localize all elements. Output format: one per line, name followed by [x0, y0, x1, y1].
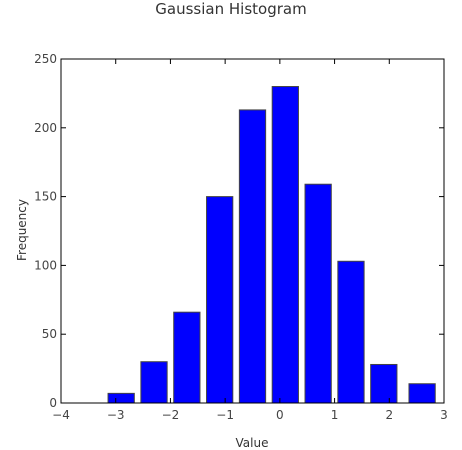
y-tick-label: 150	[34, 190, 57, 204]
histogram-bar	[107, 392, 135, 404]
y-tick-label: 50	[42, 327, 57, 341]
histogram-bar	[304, 183, 332, 404]
histogram-bar	[337, 260, 365, 404]
x-tick-label: −4	[52, 408, 70, 422]
y-tick-label: 100	[34, 258, 57, 272]
x-tick-label: 2	[385, 408, 393, 422]
histogram-bar	[140, 361, 168, 404]
chart-title: Gaussian Histogram	[155, 0, 307, 18]
histogram-bar	[370, 363, 398, 404]
plot-frame	[60, 58, 445, 404]
x-tick-label: −2	[162, 408, 180, 422]
histogram-bar	[408, 383, 436, 404]
y-tick-label: 250	[34, 52, 57, 66]
histogram-bar	[206, 196, 234, 404]
y-tick-label: 200	[34, 121, 57, 135]
histogram-bar	[271, 86, 299, 404]
x-tick-label: −1	[216, 408, 234, 422]
x-axis-label: Value	[235, 436, 269, 450]
y-axis-label: Frequency	[15, 199, 29, 261]
x-tick-label: 3	[440, 408, 448, 422]
histogram-bar	[238, 109, 267, 404]
x-tick-label: 0	[276, 408, 284, 422]
x-tick-label: −3	[107, 408, 125, 422]
histogram-bar	[173, 311, 201, 404]
y-tick-label: 0	[49, 396, 57, 410]
x-tick-label: 1	[331, 408, 339, 422]
